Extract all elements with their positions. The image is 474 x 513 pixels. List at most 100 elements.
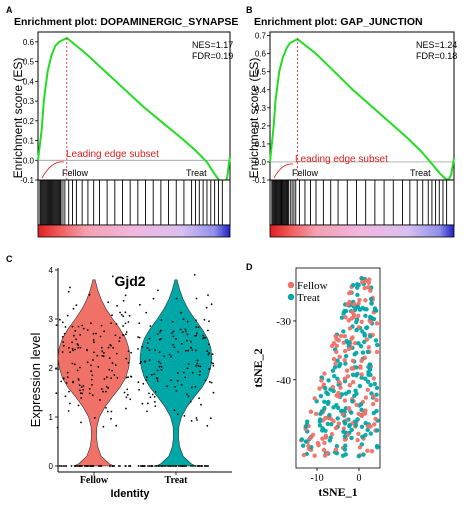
tsne-point-fellow: [374, 397, 379, 403]
tsne-point-fellow: [342, 376, 347, 381]
gsea-a-leading-edge-label: Leading edge subset: [66, 149, 159, 160]
tsne-legend-swatch: [287, 293, 295, 301]
tsne-point-fellow: [342, 334, 347, 339]
violin-point: [180, 383, 183, 386]
tsne-point-treat: [363, 420, 368, 426]
tsne-point-treat: [355, 292, 360, 298]
violin-point: [103, 330, 105, 333]
violin-point: [114, 334, 117, 337]
violin-point: [82, 389, 85, 391]
violin-point: [139, 465, 142, 467]
tsne-point-fellow: [352, 341, 358, 346]
violin-point: [207, 294, 209, 296]
violin-point: [109, 465, 111, 467]
violin-point: [124, 322, 127, 325]
violin-ytick-label: 1: [49, 413, 54, 422]
violin-point: [79, 392, 82, 395]
violin-point: [153, 395, 156, 398]
violin-point: [195, 364, 197, 367]
tsne-point-fellow: [347, 383, 352, 388]
violin-point: [101, 354, 104, 357]
tsne-point-fellow: [359, 358, 364, 364]
violin-point: [126, 393, 129, 396]
violin-point: [154, 465, 157, 467]
gsea-b-fdr: FDR=0.18: [416, 51, 457, 61]
violin-point: [100, 324, 103, 327]
violin-point: [81, 324, 84, 327]
violin-title: Gjd2: [114, 273, 145, 289]
tsne-point-fellow: [308, 435, 313, 441]
violin-point: [145, 311, 148, 314]
violin-point: [156, 380, 159, 383]
tsne-point-treat: [374, 428, 380, 433]
tsne-point-fellow: [358, 364, 363, 369]
violin-point: [60, 380, 63, 383]
gsea-a-es-curve-group: [37, 36, 231, 186]
violin-point: [200, 403, 202, 406]
violin-point: [181, 331, 184, 333]
violin-point: [88, 392, 91, 395]
tsne-point-fellow: [319, 378, 324, 383]
violin-point: [171, 321, 174, 323]
b-ytick-label: 0.1: [255, 140, 267, 149]
violin-point: [151, 393, 154, 396]
gsea-b-group-treat: Treat: [410, 168, 431, 178]
gsea-a-group-fellow: Fellow: [62, 168, 89, 178]
tsne-point-treat: [359, 375, 364, 380]
violin-xtick-label: Fellow: [80, 475, 109, 486]
violin-point: [112, 465, 114, 467]
tsne-point-treat: [332, 373, 337, 379]
violin-point: [196, 419, 198, 421]
violin-point: [105, 385, 108, 388]
tsne-point-fellow: [306, 443, 311, 449]
violin-point: [91, 374, 94, 377]
violin-point: [196, 465, 199, 467]
violin-point: [82, 385, 85, 387]
tsne-point-treat: [357, 383, 362, 389]
violin-point: [108, 368, 111, 371]
violin-point: [115, 424, 118, 427]
tsne-point-treat: [342, 447, 348, 452]
violin-point: [172, 343, 174, 346]
violin-point: [186, 333, 189, 336]
tsne-point-treat: [323, 386, 328, 391]
violin-point: [57, 368, 59, 370]
tsne-point-treat: [363, 313, 368, 318]
violin-point: [83, 465, 86, 467]
violin-point: [115, 352, 118, 355]
violin-point: [184, 465, 187, 467]
tsne-point-fellow: [352, 302, 357, 307]
tsne-point-treat: [363, 376, 368, 381]
violin-point: [196, 332, 198, 335]
tsne-point-fellow: [359, 372, 364, 377]
violin-point: [148, 349, 151, 351]
tsne-point-fellow: [366, 280, 371, 285]
violin-point: [197, 364, 200, 367]
violin-point: [159, 362, 162, 365]
tsne-point-fellow: [363, 395, 369, 400]
violin-point: [117, 465, 120, 467]
violin-point: [58, 465, 61, 467]
violin-point: [113, 374, 116, 376]
violin-point: [158, 338, 161, 341]
violin-xticks: Fellow Treat: [80, 472, 188, 486]
tsne-point-fellow: [354, 402, 359, 408]
tsne-point-treat: [325, 401, 331, 406]
tsne-point-treat: [355, 417, 360, 422]
violin-point: [181, 465, 184, 467]
violin-point: [141, 402, 144, 405]
tsne-point-fellow: [371, 394, 376, 399]
violin-fellow: [57, 279, 131, 467]
violin-point: [203, 336, 205, 339]
violin-point: [97, 366, 100, 368]
violin-point: [100, 465, 103, 467]
violin-point: [190, 420, 193, 422]
violin-point: [160, 319, 163, 321]
tsne-point-fellow: [365, 448, 370, 453]
violin-point: [55, 324, 58, 326]
violin-point: [199, 370, 202, 373]
tsne-point-fellow: [334, 349, 339, 355]
violin-point: [138, 388, 141, 391]
violin-point: [203, 318, 206, 321]
b-ytick-label: 0.2: [255, 122, 267, 131]
